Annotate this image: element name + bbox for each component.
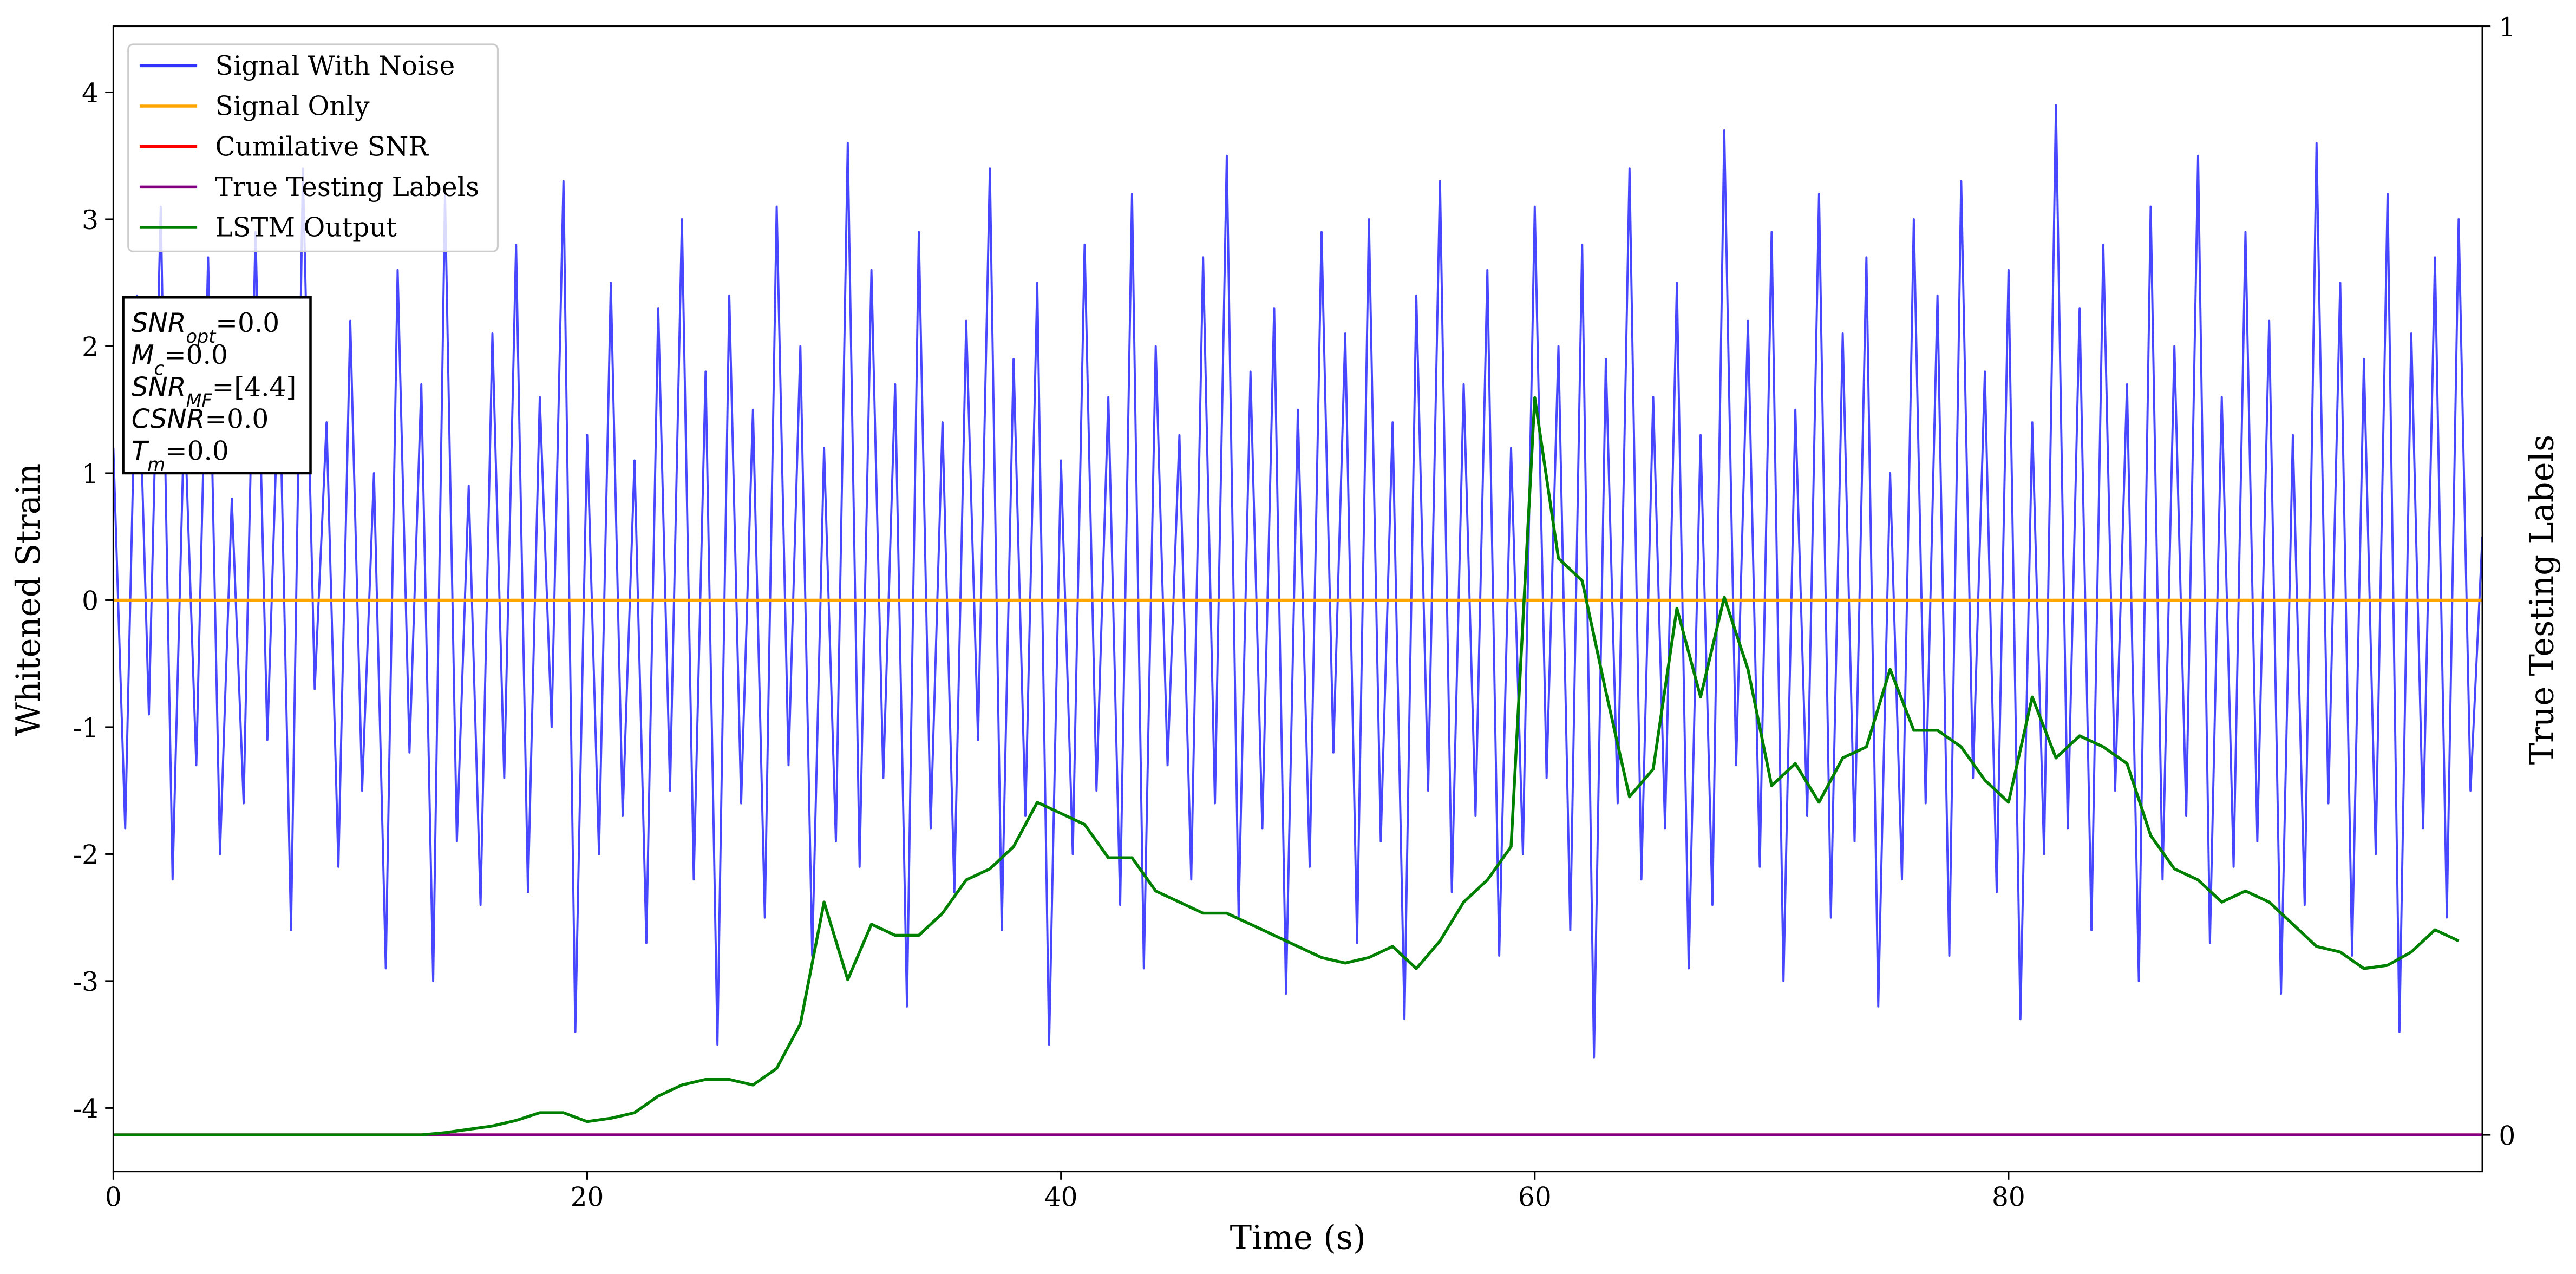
- annotation-value: =0.0: [205, 404, 269, 435]
- y-tick-label: -2: [73, 840, 99, 871]
- y-tick-label: 2: [82, 332, 99, 363]
- annotation: CSNR=0.0: [132, 404, 269, 435]
- annotation-value: =0.0: [215, 308, 279, 338]
- y-tick-label: 1: [82, 459, 99, 489]
- annotation-symbol: M: [132, 340, 154, 370]
- y-tick-label: -1: [73, 713, 99, 743]
- plot-frame: [112, 25, 2483, 1173]
- annotation: SNRopt=0.0: [132, 308, 279, 347]
- x-tick-label: 20: [571, 1182, 604, 1212]
- annotation-subscript: opt: [186, 325, 217, 347]
- y-axis-label: Whitened Strain: [10, 463, 48, 736]
- annotation-value: =0.0: [164, 340, 228, 370]
- x-tick-label: 80: [1992, 1182, 2025, 1212]
- x-tick-label: 0: [105, 1182, 122, 1212]
- annotation: Mc=0.0: [132, 340, 228, 379]
- y2-axis-label: True Testing Labels: [2523, 435, 2561, 765]
- legend-label: LSTM Output: [215, 213, 397, 243]
- y-tick-label: -4: [73, 1094, 99, 1125]
- legend-label: Signal With Noise: [215, 51, 455, 81]
- annotation: Tm=0.0: [132, 436, 229, 475]
- x-tick-label: 40: [1044, 1182, 1078, 1212]
- annotation-symbol: SNR: [132, 372, 186, 402]
- annotation: SNRMF=[4.4]: [132, 372, 297, 411]
- annotation-box: [122, 296, 312, 475]
- legend-box: [127, 43, 499, 252]
- annotation-value: =0.0: [165, 436, 229, 467]
- x-tick-label: 60: [1518, 1182, 1552, 1212]
- legend-label: Cumilative SNR: [215, 132, 429, 162]
- legend-label: Signal Only: [215, 92, 370, 122]
- y2-tick-label: 1: [2499, 12, 2515, 43]
- y-tick-label: 3: [82, 205, 99, 236]
- plot-area: [113, 103, 2483, 1136]
- annotation-subscript: m: [147, 454, 165, 475]
- y-tick-label: -3: [73, 967, 99, 997]
- annotation-symbol: CSNR: [132, 404, 205, 435]
- series-line: [113, 396, 2460, 1136]
- annotation-subscript: c: [154, 358, 164, 379]
- y2-tick-label: 0: [2499, 1121, 2515, 1151]
- y-tick-label: 4: [82, 79, 99, 109]
- annotation-symbol: T: [132, 436, 149, 467]
- legend-label: True Testing Labels: [215, 172, 480, 202]
- annotation-symbol: SNR: [132, 308, 186, 338]
- y-tick-label: 0: [82, 586, 99, 617]
- annotation-subscript: MF: [186, 390, 213, 411]
- x-axis-label: Time (s): [1230, 1219, 1366, 1257]
- annotation-value: =[4.4]: [212, 372, 297, 402]
